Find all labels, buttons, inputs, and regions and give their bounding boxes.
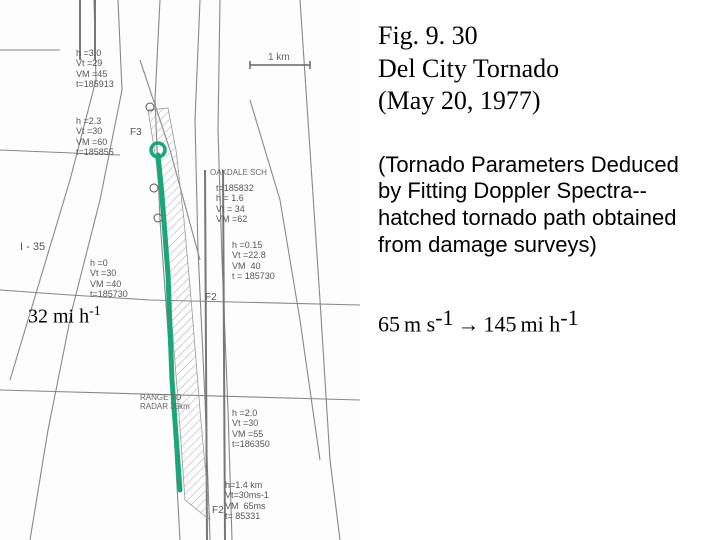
data-point-circle <box>154 214 162 222</box>
f-scale-label: F2 <box>212 505 224 516</box>
description-close-paren: ) <box>590 232 597 257</box>
conv-arrow: → <box>458 311 480 336</box>
conv-rhs-unit: mi h <box>521 311 561 336</box>
param-block: t=185832 h = 1.6 Vt = 34 VM =62 <box>216 183 254 224</box>
param-block: h =0.15 Vt =22.8 VM 40 t = 185730 <box>232 240 275 281</box>
figure-title-block: Fig. 9. 30 Del City Tornado (May 20, 197… <box>378 20 702 118</box>
conv-rhs-exp: -1 <box>560 305 578 330</box>
description-text: (Tornado Parameters Deduced by Fitting D… <box>378 152 679 257</box>
description-block: (Tornado Parameters Deduced by Fitting D… <box>378 152 702 259</box>
radar-range-label: RANGE TO <box>140 393 182 402</box>
title-line-2: Del City Tornado <box>378 53 702 86</box>
conv-lhs-unit: m s <box>404 311 435 336</box>
param-block: h=1.4 km Vt=30ms-1 VM 65ms t= 85331 <box>225 480 269 521</box>
text-panel: Fig. 9. 30 Del City Tornado (May 20, 197… <box>360 0 720 540</box>
annot-32-unit: mi h <box>53 306 89 328</box>
param-block: h =2.0 Vt =30 VM =55 t=186350 <box>232 408 270 449</box>
param-block: h =0 Vt =30 VM =40 t=185730 <box>90 258 128 299</box>
annotation-32mph: 32 mi h-1 <box>28 304 101 329</box>
interstate-label: I - 35 <box>20 241 45 253</box>
conv-rhs-value: 145 <box>484 311 517 336</box>
conv-lhs-exp: -1 <box>435 305 453 330</box>
param-block: h =2.3 Vt =30 VM =60 t=185855 <box>76 116 114 157</box>
slide-container: 1 km I - 35 OAKDALE SCH RANGE TORADAR 35km… <box>0 0 720 540</box>
f-scale-label: F2 <box>205 292 217 303</box>
scale-bar: 1 km <box>250 52 310 69</box>
f-scale-label: F3 <box>130 127 142 138</box>
scale-bar-label: 1 km <box>268 52 290 63</box>
data-point-circle <box>150 184 158 192</box>
annot-32-exp: -1 <box>89 304 101 319</box>
title-line-3: (May 20, 1977) <box>378 85 702 118</box>
radar-range-label: RADAR 35km <box>140 402 190 411</box>
school-label: OAKDALE SCH <box>210 168 267 177</box>
annot-32-value: 32 <box>28 306 48 328</box>
conv-lhs-value: 65 <box>378 311 400 336</box>
title-line-1: Fig. 9. 30 <box>378 20 702 53</box>
map-svg: 1 km I - 35 OAKDALE SCH RANGE TORADAR 35km… <box>0 0 360 540</box>
conversion-block: 65 m s-1 → 145 mi h-1 <box>378 305 702 337</box>
map-figure-panel: 1 km I - 35 OAKDALE SCH RANGE TORADAR 35km… <box>0 0 360 540</box>
param-block: h =3.0 Vt =29 VM =45 t=185913 <box>76 48 114 89</box>
